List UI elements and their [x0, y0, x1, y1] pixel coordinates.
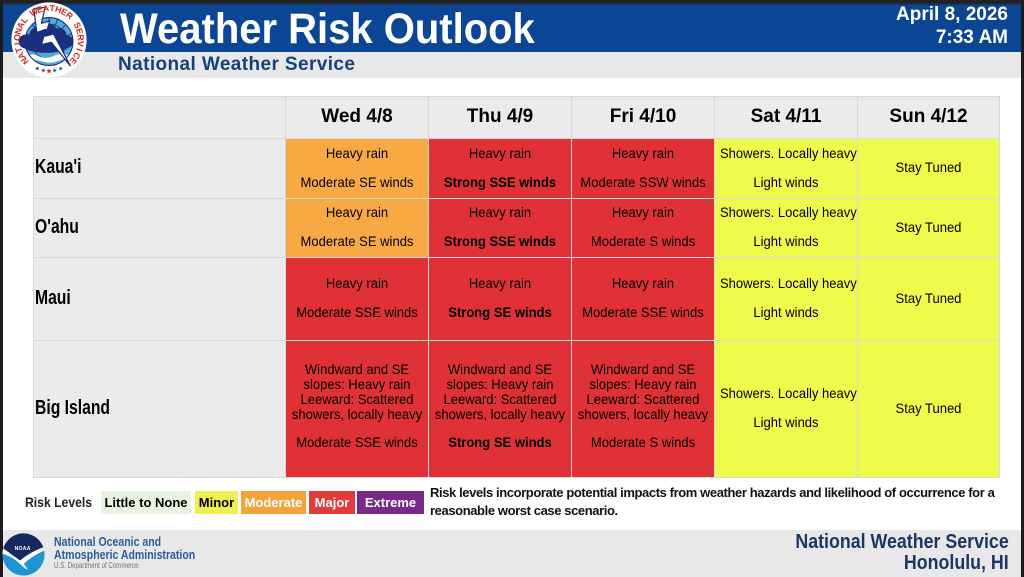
- svg-text:R: R: [64, 10, 76, 22]
- svg-text:O: O: [12, 33, 23, 41]
- svg-text:I: I: [12, 42, 22, 46]
- svg-text:★: ★: [51, 67, 57, 75]
- svg-text:N: N: [19, 55, 31, 66]
- svg-text:I: I: [74, 47, 84, 52]
- svg-text:V: V: [75, 40, 86, 47]
- svg-text:T: T: [13, 45, 24, 54]
- svg-text:★: ★: [34, 65, 41, 73]
- svg-text:★: ★: [46, 66, 53, 75]
- svg-text:★: ★: [40, 67, 46, 75]
- svg-text:T: T: [49, 3, 56, 14]
- svg-text:E: E: [59, 6, 69, 18]
- svg-text:S: S: [72, 20, 84, 30]
- svg-text:★: ★: [57, 65, 64, 73]
- svg-text:L: L: [19, 14, 31, 25]
- svg-text:H: H: [54, 4, 63, 15]
- svg-text:NOAA: NOAA: [15, 546, 31, 552]
- svg-text:A: A: [15, 50, 27, 61]
- svg-text:N: N: [13, 27, 24, 36]
- svg-text:E: E: [67, 55, 78, 66]
- svg-text:R: R: [76, 34, 87, 42]
- svg-text:E: E: [74, 27, 85, 36]
- svg-text:A: A: [15, 20, 27, 31]
- svg-text:C: C: [70, 51, 82, 62]
- svg-text:A: A: [42, 3, 50, 14]
- svg-text:E: E: [35, 4, 44, 15]
